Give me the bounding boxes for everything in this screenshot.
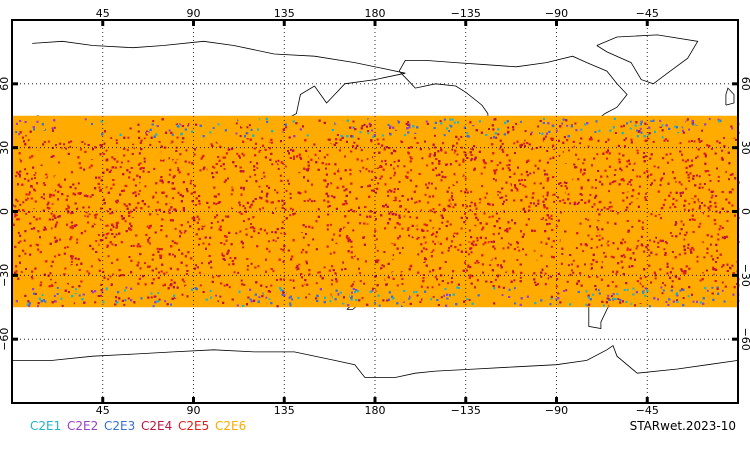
legend-item-c2e3: C2E3 [104, 419, 135, 433]
lon-label-bottom: −135 [451, 404, 481, 417]
legend-item-c2e1: C2E1 [30, 419, 61, 433]
legend: C2E1 C2E2 C2E3 C2E4 C2E5 C2E6 [30, 419, 246, 433]
legend-item-c2e2: C2E2 [67, 419, 98, 433]
lat-label-left: −60 [0, 328, 11, 351]
lon-label-top: −45 [636, 7, 659, 20]
lat-label-right: 60 [739, 77, 750, 91]
credit-label: STARwet.2023-10 [630, 419, 736, 433]
lat-label-left: 30 [0, 141, 11, 155]
tick-labels: 45 45 90 90 135 135 180 180 −135 −135 −90 −90 −45 −45… [0, 7, 750, 417]
lat-label-left: 60 [0, 77, 11, 91]
lon-label-top: −90 [545, 7, 568, 20]
coast-uk [725, 87, 735, 106]
lat-label-left: 0 [0, 208, 11, 215]
lat-label-left: −30 [0, 264, 11, 287]
map-panel: 45 45 90 90 135 135 180 180 −135 −135 −90 −90 −45 −45… [0, 7, 750, 417]
lat-label-right: −60 [739, 328, 750, 351]
graticule [12, 20, 738, 403]
lon-label-bottom: 135 [274, 404, 295, 417]
coast-greenland [596, 34, 699, 85]
lon-label-bottom: −45 [636, 404, 659, 417]
legend-item-c2e5: C2E5 [178, 419, 209, 433]
tick-marks [12, 20, 738, 403]
lat-label-right: −30 [739, 264, 750, 287]
lon-label-bottom: 45 [96, 404, 110, 417]
coast-antarctica [12, 344, 739, 378]
lon-label-top: −135 [451, 7, 481, 20]
lon-label-bottom: −90 [545, 404, 568, 417]
lon-label-top: 135 [274, 7, 295, 20]
legend-item-c2e6: C2E6 [215, 419, 246, 433]
lat-label-right: 30 [739, 141, 750, 155]
lat-label-right: 0 [739, 208, 750, 215]
legend-item-c2e4: C2E4 [141, 419, 172, 433]
lon-label-bottom: 90 [187, 404, 201, 417]
observation-points [12, 117, 740, 308]
lon-label-top: 45 [96, 7, 110, 20]
lon-label-top: 180 [365, 7, 386, 20]
lon-label-top: 90 [187, 7, 201, 20]
lon-label-bottom: 180 [365, 404, 386, 417]
